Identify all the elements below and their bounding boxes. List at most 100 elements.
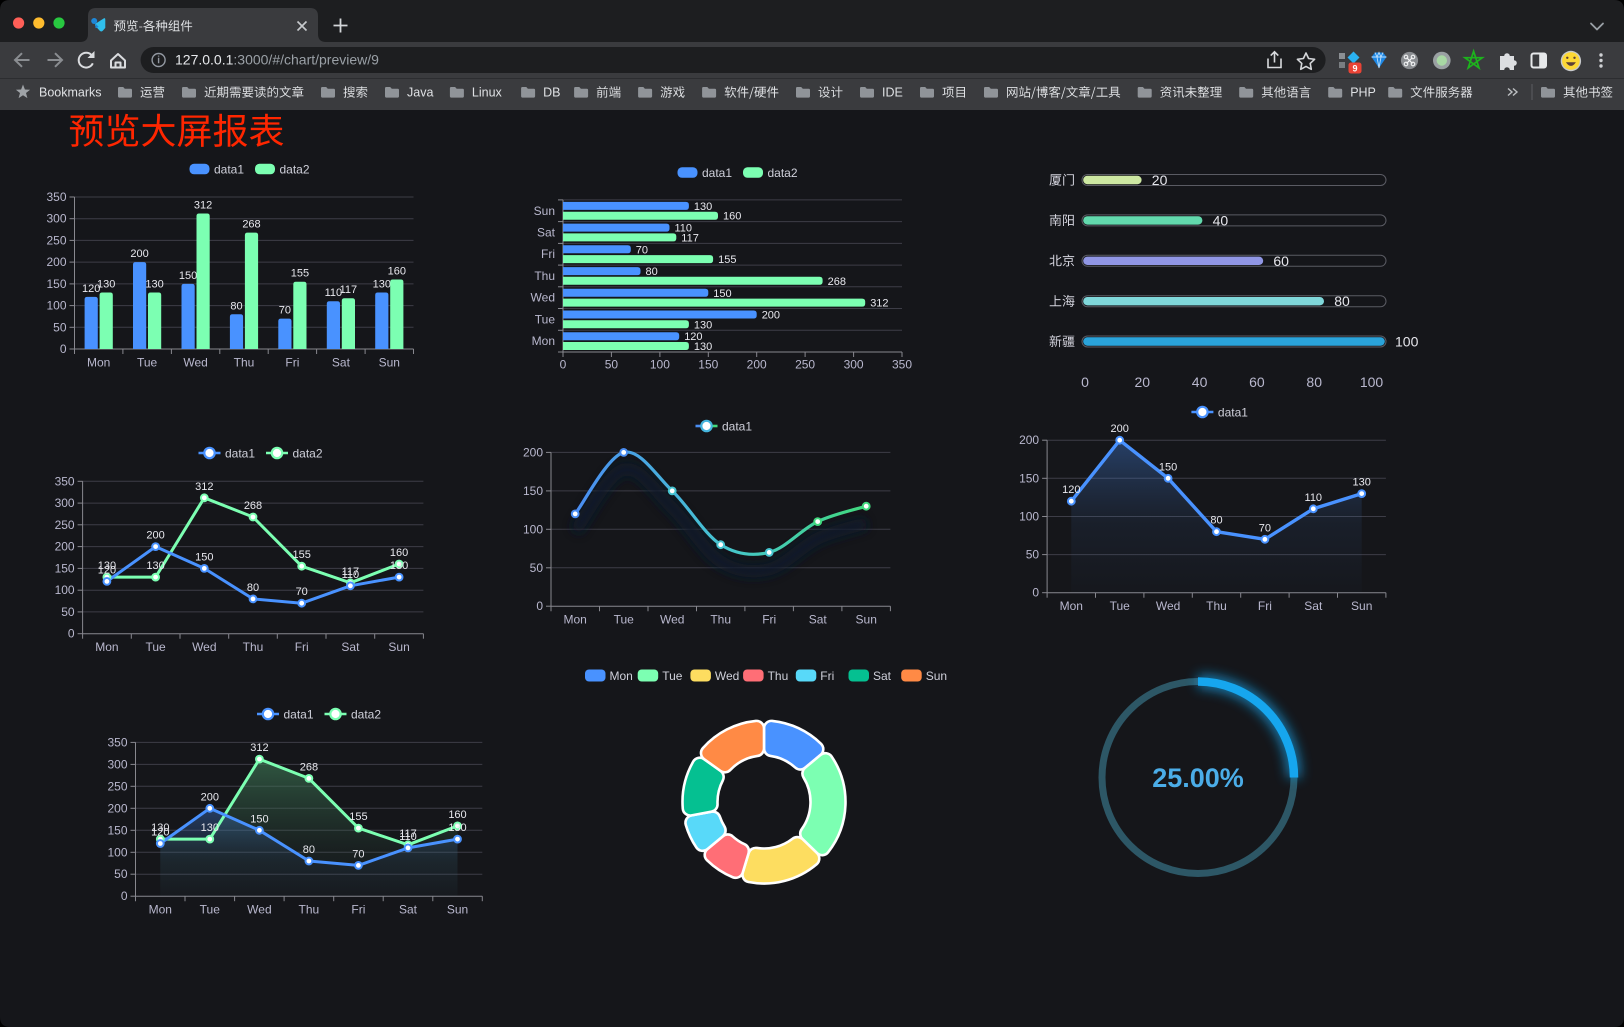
svg-text:110: 110 bbox=[1305, 492, 1323, 504]
svg-text:50: 50 bbox=[605, 358, 619, 372]
svg-text:Wed: Wed bbox=[715, 669, 739, 683]
svg-text:80: 80 bbox=[1210, 515, 1222, 527]
svg-text:Sat: Sat bbox=[341, 640, 360, 654]
svg-text:Tue: Tue bbox=[145, 640, 166, 654]
svg-text:Thu: Thu bbox=[768, 669, 789, 683]
svg-text:150: 150 bbox=[698, 358, 718, 372]
svg-text:200: 200 bbox=[55, 540, 75, 554]
svg-text:80: 80 bbox=[646, 266, 658, 278]
svg-text:130: 130 bbox=[448, 822, 466, 834]
svg-text:data1: data1 bbox=[214, 162, 244, 176]
svg-text:130: 130 bbox=[151, 822, 169, 834]
svg-text:120: 120 bbox=[1062, 484, 1080, 496]
svg-text:120: 120 bbox=[98, 564, 116, 576]
svg-text:250: 250 bbox=[795, 358, 815, 372]
svg-text:268: 268 bbox=[244, 500, 262, 512]
svg-text:130: 130 bbox=[390, 560, 408, 572]
svg-text:25.00%: 25.00% bbox=[1152, 763, 1244, 793]
svg-text:150: 150 bbox=[55, 561, 75, 575]
svg-text:Thu: Thu bbox=[234, 356, 255, 370]
svg-text:120: 120 bbox=[82, 283, 100, 295]
svg-text:130: 130 bbox=[145, 279, 163, 291]
svg-text:268: 268 bbox=[828, 276, 846, 288]
svg-text:350: 350 bbox=[107, 735, 127, 749]
svg-text:0: 0 bbox=[536, 599, 543, 613]
svg-text:Mon: Mon bbox=[564, 613, 587, 627]
svg-text:117: 117 bbox=[342, 566, 360, 578]
svg-text:Sat: Sat bbox=[399, 903, 418, 917]
svg-text:Fri: Fri bbox=[762, 613, 776, 627]
svg-text:Wed: Wed bbox=[192, 640, 216, 654]
svg-text:Sun: Sun bbox=[388, 640, 409, 654]
svg-text:Sun: Sun bbox=[379, 356, 400, 370]
svg-text:Bookmarks: Bookmarks bbox=[39, 86, 102, 100]
svg-text:20: 20 bbox=[1135, 374, 1151, 390]
svg-text:80: 80 bbox=[1306, 374, 1322, 390]
svg-text:Wed: Wed bbox=[183, 356, 207, 370]
svg-text:Linux: Linux bbox=[472, 86, 503, 100]
svg-text:117: 117 bbox=[340, 284, 358, 296]
svg-text:Mon: Mon bbox=[1060, 599, 1083, 613]
svg-text:50: 50 bbox=[530, 561, 544, 575]
svg-text:130: 130 bbox=[373, 279, 391, 291]
svg-text:Sat: Sat bbox=[537, 226, 556, 240]
svg-text:80: 80 bbox=[1334, 293, 1350, 309]
svg-text:130: 130 bbox=[146, 560, 164, 572]
svg-text:110: 110 bbox=[399, 831, 417, 843]
svg-text:IDE: IDE bbox=[882, 86, 903, 100]
svg-text:120: 120 bbox=[151, 827, 169, 839]
svg-text:Fri: Fri bbox=[351, 903, 365, 917]
svg-text:155: 155 bbox=[718, 254, 736, 266]
svg-text:Thu: Thu bbox=[1206, 599, 1227, 613]
svg-text:100: 100 bbox=[1360, 374, 1384, 390]
svg-text:100: 100 bbox=[55, 583, 75, 597]
svg-text:117: 117 bbox=[399, 828, 417, 840]
svg-text:data1: data1 bbox=[225, 446, 255, 460]
svg-text:312: 312 bbox=[250, 742, 268, 754]
svg-text:9: 9 bbox=[1352, 64, 1357, 74]
svg-text:312: 312 bbox=[195, 481, 213, 493]
svg-text:0: 0 bbox=[1032, 586, 1039, 600]
svg-text:200: 200 bbox=[523, 445, 543, 459]
svg-text:70: 70 bbox=[296, 586, 308, 598]
svg-text:100: 100 bbox=[1019, 510, 1039, 524]
svg-text:Thu: Thu bbox=[243, 640, 264, 654]
svg-text:DB: DB bbox=[543, 86, 560, 100]
svg-text:50: 50 bbox=[61, 605, 75, 619]
svg-text:50: 50 bbox=[1026, 548, 1040, 562]
svg-text:100: 100 bbox=[107, 845, 127, 859]
svg-text:350: 350 bbox=[55, 474, 75, 488]
svg-text:100: 100 bbox=[1395, 334, 1419, 350]
svg-text:100: 100 bbox=[650, 358, 670, 372]
svg-text:130: 130 bbox=[694, 341, 712, 353]
svg-text:155: 155 bbox=[291, 268, 309, 280]
svg-text:150: 150 bbox=[713, 288, 731, 300]
svg-text:Mon: Mon bbox=[149, 903, 172, 917]
svg-text:Thu: Thu bbox=[534, 269, 555, 283]
svg-text:200: 200 bbox=[201, 791, 219, 803]
svg-text:Java: Java bbox=[407, 86, 433, 100]
svg-text:50: 50 bbox=[114, 867, 128, 881]
svg-text:data2: data2 bbox=[351, 707, 381, 721]
svg-text:Tue: Tue bbox=[1110, 599, 1131, 613]
svg-text:150: 150 bbox=[1159, 461, 1177, 473]
svg-text:80: 80 bbox=[247, 582, 259, 594]
svg-text:155: 155 bbox=[293, 549, 311, 561]
svg-text:70: 70 bbox=[279, 305, 291, 317]
svg-text:200: 200 bbox=[46, 255, 66, 269]
svg-text:130: 130 bbox=[98, 560, 116, 572]
svg-text:Mon: Mon bbox=[87, 356, 110, 370]
svg-text:130: 130 bbox=[694, 319, 712, 331]
svg-text:130: 130 bbox=[201, 822, 219, 834]
svg-text:160: 160 bbox=[448, 809, 466, 821]
svg-text:Sat: Sat bbox=[873, 669, 892, 683]
svg-text:0: 0 bbox=[68, 627, 75, 641]
svg-text:268: 268 bbox=[242, 219, 260, 231]
svg-text:130: 130 bbox=[1353, 477, 1371, 489]
svg-text:120: 120 bbox=[684, 331, 702, 343]
svg-text:Tue: Tue bbox=[200, 903, 221, 917]
svg-text:160: 160 bbox=[723, 211, 741, 223]
svg-text:Tue: Tue bbox=[137, 356, 158, 370]
svg-text:150: 150 bbox=[179, 270, 197, 282]
svg-text:130: 130 bbox=[97, 279, 115, 291]
